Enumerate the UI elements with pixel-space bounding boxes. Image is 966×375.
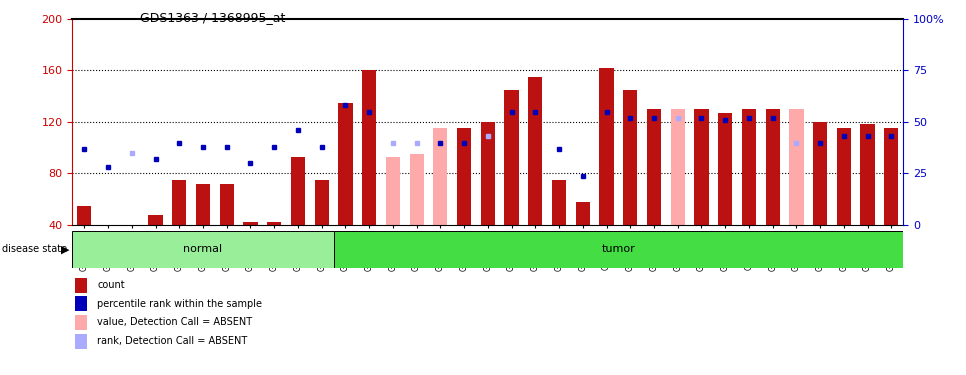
Bar xyxy=(243,222,258,225)
Text: normal: normal xyxy=(184,244,222,254)
Bar xyxy=(481,122,495,225)
Bar xyxy=(670,109,685,225)
Bar xyxy=(75,278,87,292)
Bar xyxy=(362,70,377,225)
Text: percentile rank within the sample: percentile rank within the sample xyxy=(98,299,263,309)
Text: disease state: disease state xyxy=(2,244,67,254)
Bar xyxy=(457,128,471,225)
Bar xyxy=(623,90,638,225)
Text: rank, Detection Call = ABSENT: rank, Detection Call = ABSENT xyxy=(98,336,247,346)
Bar xyxy=(528,77,543,225)
Bar xyxy=(196,184,211,225)
Bar xyxy=(219,184,234,225)
Bar xyxy=(861,124,875,225)
Bar xyxy=(77,206,92,225)
Bar xyxy=(504,90,519,225)
Text: GDS1363 / 1368995_at: GDS1363 / 1368995_at xyxy=(140,11,285,24)
Bar xyxy=(72,231,333,268)
Text: ▶: ▶ xyxy=(61,244,70,254)
Bar xyxy=(172,180,186,225)
Bar xyxy=(884,128,898,225)
Bar xyxy=(385,157,400,225)
Bar xyxy=(75,334,87,349)
Bar xyxy=(315,180,328,225)
Bar xyxy=(149,214,162,225)
Bar xyxy=(333,231,903,268)
Bar xyxy=(765,109,780,225)
Bar xyxy=(552,180,566,225)
Bar xyxy=(647,109,661,225)
Bar xyxy=(125,225,139,228)
Bar xyxy=(837,128,851,225)
Bar xyxy=(599,68,613,225)
Bar xyxy=(267,222,281,225)
Text: tumor: tumor xyxy=(602,244,636,254)
Text: value, Detection Call = ABSENT: value, Detection Call = ABSENT xyxy=(98,318,252,327)
Bar xyxy=(742,109,756,225)
Bar xyxy=(291,157,305,225)
Bar xyxy=(813,122,827,225)
Bar xyxy=(100,225,115,228)
Bar xyxy=(576,202,590,225)
Bar xyxy=(410,154,424,225)
Bar xyxy=(433,128,447,225)
Bar xyxy=(695,109,709,225)
Bar xyxy=(75,296,87,311)
Bar xyxy=(718,113,732,225)
Bar xyxy=(789,109,804,225)
Bar xyxy=(75,315,87,330)
Text: count: count xyxy=(98,280,125,290)
Bar xyxy=(338,102,353,225)
